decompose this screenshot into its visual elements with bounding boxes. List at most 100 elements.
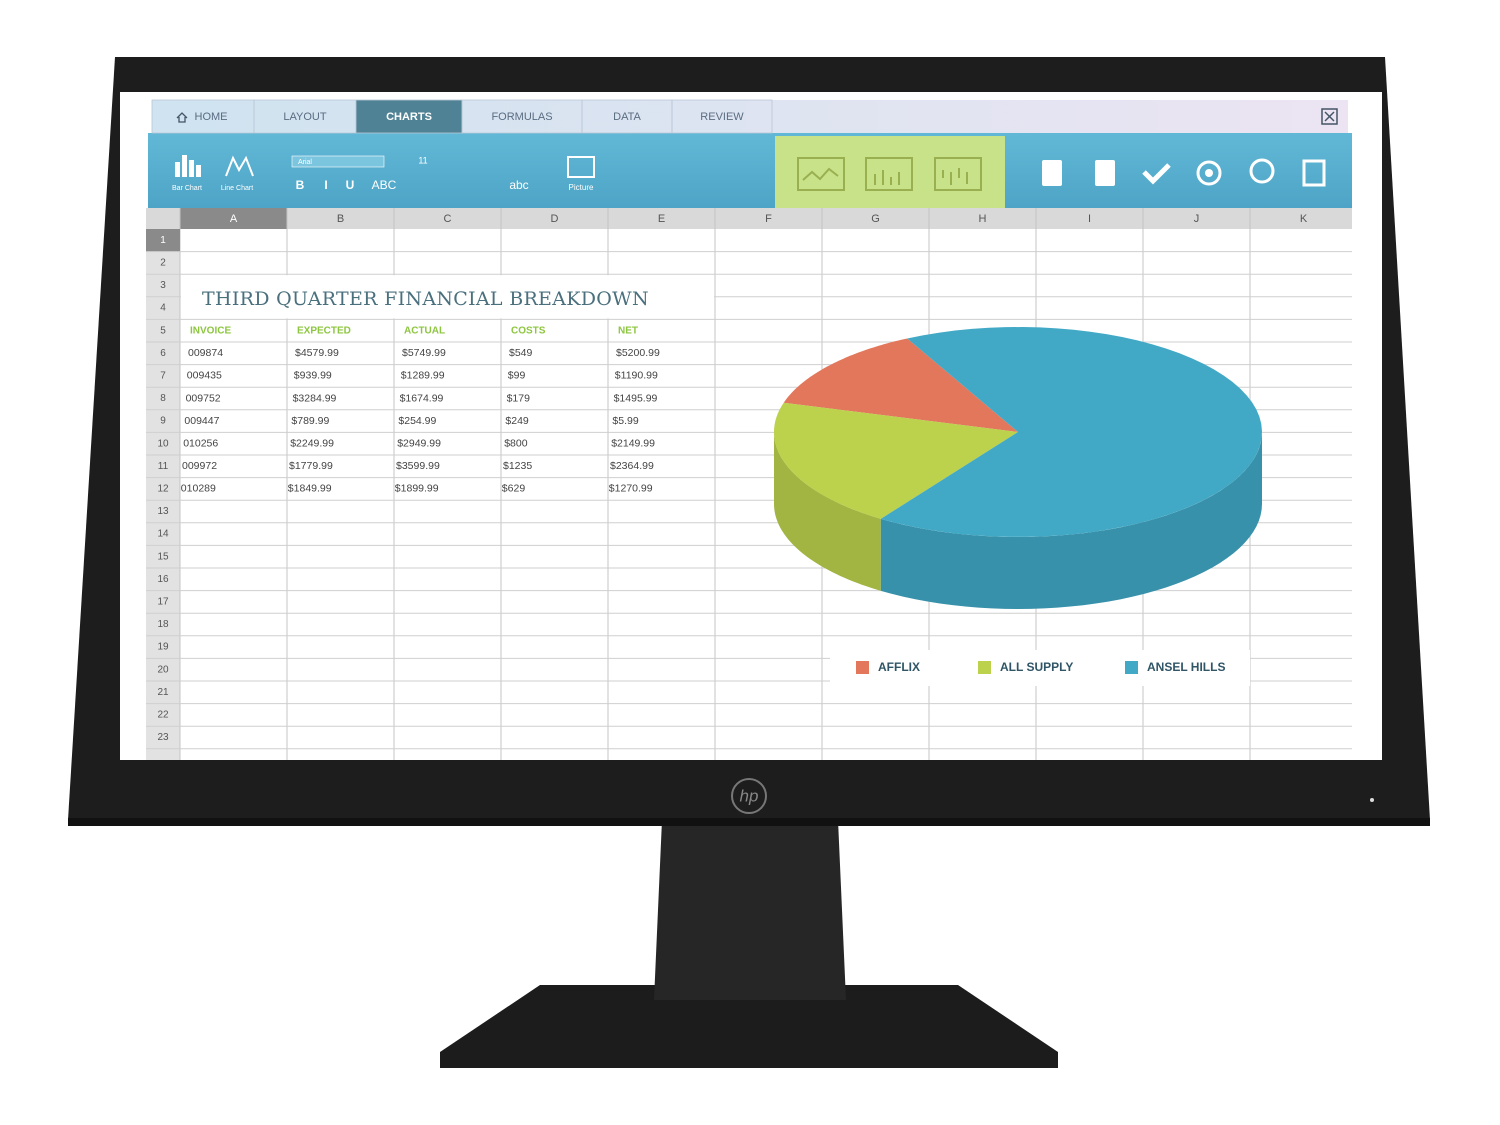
chart-style-icons xyxy=(797,157,982,191)
ribbon-label: B xyxy=(296,178,305,192)
column-header: C xyxy=(444,213,452,225)
active-row xyxy=(146,229,180,252)
row-header: 20 xyxy=(157,664,169,675)
brand-logo: hp xyxy=(740,786,759,805)
table-cell: $1190.99 xyxy=(615,370,658,382)
table-cell: $800 xyxy=(504,437,528,449)
legend-label: ALL SUPPLY xyxy=(1000,660,1073,674)
table-cell: $1674.99 xyxy=(400,392,444,404)
ribbon-label: abc xyxy=(509,178,528,192)
table-cell: 009447 xyxy=(184,415,219,427)
legend-label: AFFLIX xyxy=(878,660,920,674)
row-header: 19 xyxy=(157,642,169,653)
table-cell: $2249.99 xyxy=(290,437,334,449)
sheet-grid: A B C D E F G H I J K12345678910111213141516171819… xyxy=(146,208,1352,760)
table-cell: 009435 xyxy=(187,370,222,382)
table-header: ACTUAL xyxy=(404,325,445,336)
ribbon-label: I xyxy=(324,178,327,192)
column-header-bar xyxy=(146,208,1352,229)
column-header: J xyxy=(1194,213,1200,225)
legend-box xyxy=(830,650,1250,686)
tab-label: DATA xyxy=(613,111,641,123)
home-icon xyxy=(176,112,188,123)
pie-slice xyxy=(880,327,1262,537)
row-header: 13 xyxy=(157,506,169,517)
row-header: 5 xyxy=(160,325,166,336)
row-header: 22 xyxy=(157,710,169,721)
table-cell: $1289.99 xyxy=(401,370,445,382)
table-header: EXPECTED xyxy=(297,325,351,336)
table-cell: $939.99 xyxy=(294,370,332,382)
table-cell: $629 xyxy=(502,483,526,495)
row-header: 23 xyxy=(157,732,169,743)
table-cell: $789.99 xyxy=(291,415,329,427)
row-header: 16 xyxy=(157,574,169,585)
row-header: 11 xyxy=(158,461,169,472)
tab[interactable] xyxy=(355,99,463,134)
table-cell: $1899.99 xyxy=(395,483,439,495)
table-cell: $179 xyxy=(507,392,531,404)
table-cell: $3284.99 xyxy=(293,392,337,404)
row-header: 14 xyxy=(157,529,169,540)
row-header: 18 xyxy=(157,619,169,630)
row-header: 4 xyxy=(160,303,166,314)
column-header: H xyxy=(979,213,987,225)
ribbon-label: Line Chart xyxy=(221,185,253,192)
table-cell: $1235 xyxy=(503,460,532,472)
close-button[interactable] xyxy=(1321,108,1338,125)
legend-label: ANSEL HILLS xyxy=(1147,660,1225,674)
legend-swatch xyxy=(856,661,869,674)
table-cell: $249 xyxy=(505,415,529,427)
table-cell: 009752 xyxy=(186,392,221,404)
bezel-edge xyxy=(68,818,1430,826)
font-box[interactable] xyxy=(291,155,385,168)
row-header: 10 xyxy=(157,438,169,449)
ribbon-label: Arial xyxy=(298,159,312,166)
tab-bar xyxy=(152,100,1348,133)
table-cell: $5749.99 xyxy=(402,347,446,359)
column-header: I xyxy=(1088,213,1091,225)
table-header: INVOICE xyxy=(190,325,231,336)
chart-style-group xyxy=(775,136,1005,208)
tab-label: FORMULAS xyxy=(491,111,552,123)
table-cell: 010256 xyxy=(183,437,218,449)
ribbon-label: Bar Chart xyxy=(172,185,202,192)
table-header: NET xyxy=(618,325,638,336)
row-header: 9 xyxy=(160,416,166,427)
tab-label: REVIEW xyxy=(700,111,744,123)
column-header: A xyxy=(230,213,238,225)
row-header: 6 xyxy=(160,348,166,359)
table-cell: $1270.99 xyxy=(609,483,653,495)
ribbon-icons xyxy=(175,155,1326,187)
ribbon-label: ABC xyxy=(372,178,397,192)
column-header: G xyxy=(871,213,880,225)
pie-slice xyxy=(774,402,1018,519)
column-header: B xyxy=(337,213,344,225)
table-cell: $549 xyxy=(509,347,533,359)
row-header: 12 xyxy=(157,484,169,495)
stand-base xyxy=(440,985,1058,1068)
row-header: 21 xyxy=(157,687,169,698)
row-header: 7 xyxy=(160,371,166,382)
table-cell: $1495.99 xyxy=(614,392,658,404)
ribbon-label: 11 xyxy=(418,155,427,165)
stand-neck xyxy=(654,820,846,1000)
table-cell: $5200.99 xyxy=(616,347,660,359)
table-cell: $254.99 xyxy=(398,415,436,427)
pie-slice-side xyxy=(880,432,1262,609)
logo-ring xyxy=(731,778,767,814)
table-cell: $2949.99 xyxy=(397,437,441,449)
table-cell: $2364.99 xyxy=(610,460,654,472)
ribbon-label: Picture xyxy=(569,183,594,192)
pie-slice xyxy=(783,338,1018,432)
tab-label: CHARTS xyxy=(386,111,432,123)
table-cell: 009972 xyxy=(182,460,217,472)
legend-swatch xyxy=(978,661,991,674)
table-header: COSTS xyxy=(511,325,546,336)
tab[interactable] xyxy=(671,99,773,134)
table-cell: $5.99 xyxy=(612,415,638,427)
table-cell: $3599.99 xyxy=(396,460,440,472)
row-header: 1 xyxy=(160,235,166,246)
